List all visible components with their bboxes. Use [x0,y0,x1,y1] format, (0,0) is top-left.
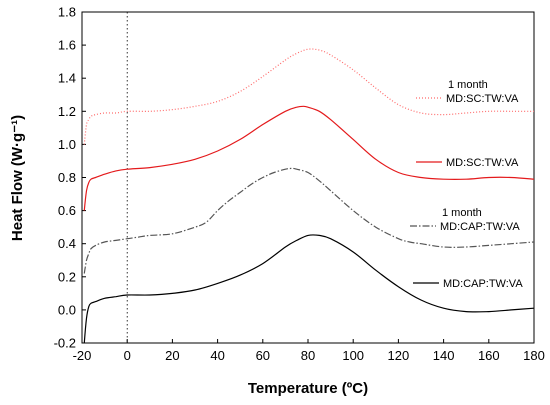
y-axis-title: Heat Flow (W·g⁻¹) [9,115,26,241]
x-tick-label: 120 [388,348,410,363]
y-tick-label: 0.8 [58,170,76,185]
legend-note-2: 1 month [442,207,482,219]
y-tick-label: 1.6 [58,38,76,53]
legend-label-2: MD:CAP:TW:VA [440,221,520,233]
x-tick-label: 40 [210,348,224,363]
y-tick-label: 0.2 [58,269,76,284]
x-tick-label: 180 [523,348,545,363]
y-tick-label: 1.8 [58,5,76,20]
series-line-1 [83,105,535,211]
legend-label-1: MD:SC:TW:VA [446,157,519,169]
legend-note-0: 1 month [448,79,488,91]
series-line-0 [83,48,534,145]
legend-label-3: MD:CAP:TW:VA [443,278,523,290]
y-tick-label: 0.6 [58,203,76,218]
x-axis-ticks: -20 0 20 40 60 80 100 120 140 160 180 [73,339,545,363]
y-tick-label: 1.2 [58,104,76,119]
y-tick-label: -0.2 [54,336,76,351]
x-tick-label: 140 [433,348,455,363]
y-tick-label: 1.0 [58,137,76,152]
series-line-2 [83,167,535,274]
x-tick-label: 60 [256,348,270,363]
y-tick-label: 0.0 [58,302,76,317]
x-tick-label: 100 [342,348,364,363]
y-tick-label: 0.4 [58,236,76,251]
legend: MD:SC:TW:VA 1 month MD:SC:TW:VA MD:CAP:TW:V… [410,79,523,290]
x-tick-label: 80 [301,348,315,363]
x-axis-title: Temperature (ºC) [248,380,368,397]
y-tick-label: 1.4 [58,71,76,86]
series-line-3 [83,234,535,344]
y-axis-ticks: -0.2 0.0 0.2 0.4 0.6 0.8 1.0 1.2 1.4 1.6 1.8 [54,5,86,351]
series-layer [83,48,535,344]
x-tick-label: -20 [73,348,92,363]
plot-frame [81,11,535,344]
legend-label-0: MD:SC:TW:VA [446,93,519,105]
x-tick-label: 0 [124,348,131,363]
x-tick-label: 160 [478,348,500,363]
x-tick-label: 20 [165,348,179,363]
